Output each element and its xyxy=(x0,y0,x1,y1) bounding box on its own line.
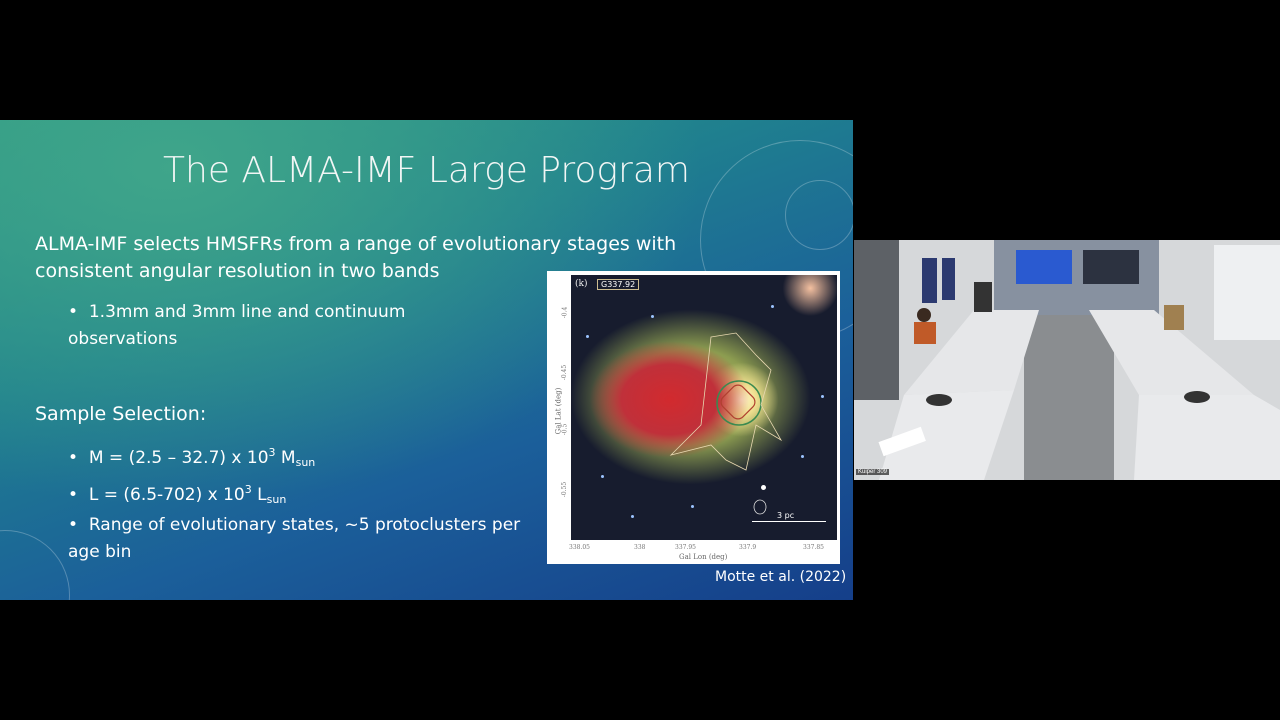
bullet-evolution: • Range of evolutionary states, ~5 proto… xyxy=(68,515,521,562)
scalebar-label: 3 pc xyxy=(777,511,795,520)
room-camera-feed: Kuiper 309 xyxy=(854,240,1280,480)
y-tick: -0.4 xyxy=(561,306,569,319)
x-tick: 338 xyxy=(634,544,646,551)
sample-heading: Sample Selection: xyxy=(35,403,207,425)
x-axis-label: Gal Lon (deg) xyxy=(679,553,728,561)
bullet-text: Range of evolutionary states, ~5 protocl… xyxy=(68,515,521,562)
mass-exp: 3 xyxy=(268,446,276,459)
mass-sub: sun xyxy=(295,456,316,469)
bullet-observations: • 1.3mm and 3mm line and continuum obser… xyxy=(68,302,406,349)
room-label: Kuiper 309 xyxy=(856,469,890,475)
contour-overlay xyxy=(669,332,783,515)
x-tick: 338.05 xyxy=(569,544,590,551)
y-axis-label: Gal Lat (deg) xyxy=(554,387,563,435)
citation: Motte et al. (2022) xyxy=(715,569,847,585)
y-tick: -0.45 xyxy=(561,364,569,381)
mass-unit: M xyxy=(275,448,296,468)
lum-exp: 3 xyxy=(244,483,252,496)
x-tick: 337.9 xyxy=(739,544,757,551)
bullet-text: 1.3mm and 3mm line and continuum observa… xyxy=(68,302,406,349)
bullet-mass: • M = (2.5 – 32.7) x 103 Msun xyxy=(68,446,316,469)
lum-sub: sun xyxy=(266,493,287,506)
presentation-slide: The ALMA-IMF Large Program ALMA-IMF sele… xyxy=(0,120,853,600)
lum-text: L = (6.5-702) x 10 xyxy=(88,485,245,505)
nebula-image xyxy=(571,275,837,540)
intro-text: ALMA-IMF selects HMSFRs from a range of … xyxy=(35,233,677,282)
field-label: G337.92 xyxy=(597,279,640,290)
nebula-figure: (k) G337.92 3 pc 338.05 338 337.95 337.9… xyxy=(547,271,840,564)
bullet-luminosity: • L = (6.5-702) x 103 Lsun xyxy=(68,483,287,506)
slide-title: The ALMA-IMF Large Program xyxy=(163,150,690,191)
mass-text: M = (2.5 – 32.7) x 10 xyxy=(88,448,269,468)
y-tick: -0.55 xyxy=(561,481,569,498)
decorative-ring xyxy=(785,180,853,250)
lum-unit: L xyxy=(251,485,267,505)
x-tick: 337.85 xyxy=(803,544,824,551)
x-tick: 337.95 xyxy=(675,544,696,551)
scalebar xyxy=(752,521,826,522)
panel-label: (k) xyxy=(575,279,588,289)
decorative-ring xyxy=(0,530,70,600)
room-scene xyxy=(854,240,1280,480)
y-tick: -0.5 xyxy=(561,423,569,436)
